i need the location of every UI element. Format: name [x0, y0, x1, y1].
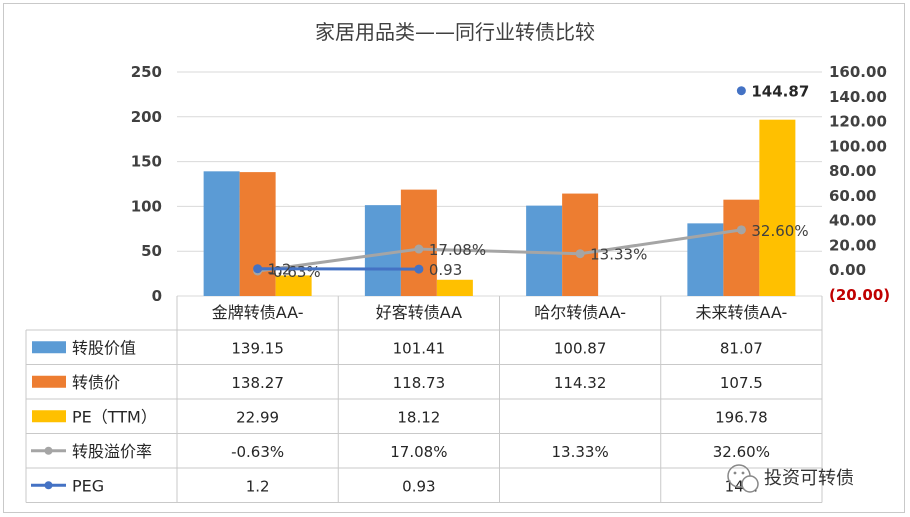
watermark: 投资可转债 [727, 464, 854, 493]
y-right-tick-label: 140.00 [829, 88, 887, 106]
y-left-tick-label: 150 [131, 153, 162, 171]
table-cell: 32.60% [713, 443, 770, 461]
table-cell: 114.32 [554, 374, 607, 392]
table-cell: 1.2 [246, 477, 270, 495]
chart-title: 家居用品类——同行业转债比较 [315, 20, 595, 44]
y-right-tick-label: 160.00 [829, 63, 887, 81]
line-point [414, 244, 424, 254]
line-point [736, 86, 746, 96]
y-right-tick-label: 80.00 [829, 162, 876, 180]
bar [562, 193, 599, 296]
bar [364, 205, 401, 296]
table-cell: 101.41 [393, 339, 446, 357]
bar [400, 189, 437, 296]
bar [275, 275, 312, 296]
data-label: 0.93 [429, 261, 462, 279]
table-cell: 18.12 [397, 408, 440, 426]
data-label: 17.08% [429, 241, 486, 259]
series-name: 转股溢价率 [72, 442, 152, 461]
y-right-tick-label: 120.00 [829, 113, 887, 131]
y-right-tick-label: 20.00 [829, 236, 876, 254]
y-right-tick-label: 0.00 [829, 261, 866, 279]
table-cell: -0.63% [231, 443, 284, 461]
series-name: 转债价 [72, 373, 120, 392]
y-right-tick-label: 60.00 [829, 187, 876, 205]
line-point [575, 249, 585, 259]
table-cell: 138.27 [231, 374, 284, 392]
table-cell: 22.99 [236, 408, 279, 426]
y-right-tick-label: 40.00 [829, 212, 876, 230]
legend-swatch [32, 341, 66, 354]
chart-svg: 家居用品类——同行业转债比较 0 50 100 150 200 250 (20.00) 0.… [25, 20, 890, 503]
y-left-tick-label: 100 [131, 197, 162, 215]
bar [723, 199, 760, 296]
line-point [736, 225, 746, 235]
series-name: 转股价值 [72, 338, 136, 357]
y-left-tick-label: 50 [141, 242, 162, 260]
y-left-tick-label: 250 [131, 63, 162, 81]
y-left-tick-label: 0 [152, 287, 162, 305]
data-label: 32.60% [751, 222, 808, 240]
legend-swatch [32, 375, 66, 388]
chart-frame: 家居用品类——同行业转债比较 0 50 100 150 200 250 (20.00) 0.… [3, 3, 905, 513]
legend-swatch [32, 410, 66, 423]
legend-swatch-marker [44, 481, 53, 490]
series-line-segment [418, 247, 581, 256]
y-left-tick-label: 200 [131, 108, 162, 126]
table-cell: 13.33% [552, 443, 609, 461]
watermark-text: 投资可转债 [764, 468, 854, 489]
table-cell: 17.08% [390, 443, 447, 461]
y-right-tick-label: 100.00 [829, 137, 887, 155]
table-cell: 139.15 [231, 339, 284, 357]
data-label: 144.87 [751, 83, 809, 101]
y-right-tick-label: (20.00) [829, 286, 890, 304]
bar [436, 279, 473, 296]
data-label: 1.2 [268, 261, 292, 279]
line-point [414, 264, 424, 274]
data-label: 13.33% [590, 246, 647, 264]
table-cell: 196.78 [715, 408, 768, 426]
bar [759, 119, 796, 296]
series-line-segment [579, 228, 742, 256]
table-cell: 81.07 [720, 339, 763, 357]
bar [526, 205, 563, 296]
category-label: 哈尔转债AA- [534, 303, 626, 322]
table-cell: 100.87 [554, 339, 607, 357]
category-label: 未来转债AA- [695, 303, 787, 322]
bar [203, 171, 240, 296]
table-cell: 118.73 [393, 374, 446, 392]
category-label: 金牌转债AA- [212, 303, 304, 322]
series-name: PEG [72, 476, 104, 495]
category-label: 好客转债AA [376, 303, 462, 322]
table-cell: 0.93 [402, 477, 435, 495]
wechat-icon [727, 464, 759, 493]
series-name: PE（TTM） [72, 407, 157, 426]
line-point [253, 264, 263, 274]
table-cell: 107.5 [720, 374, 763, 392]
legend-swatch-marker [44, 446, 53, 455]
